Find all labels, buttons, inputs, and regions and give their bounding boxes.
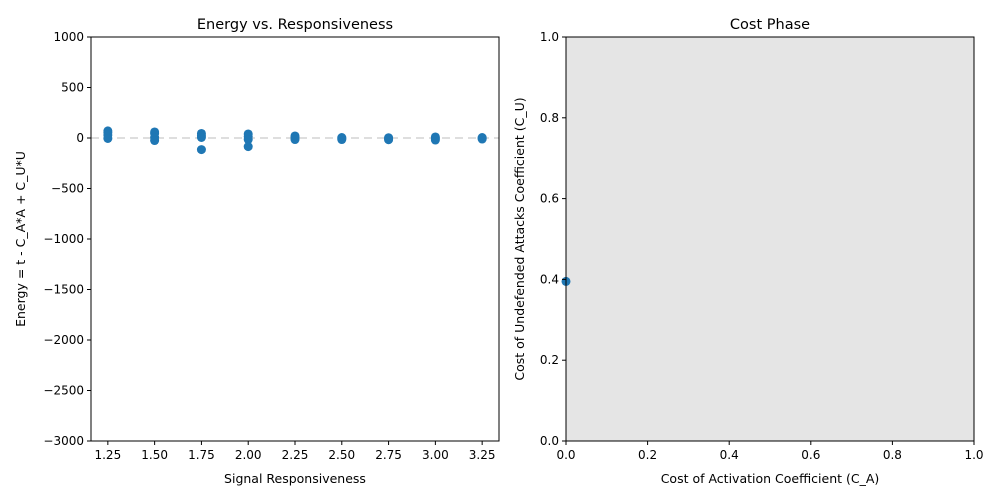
x-tick-label: 0.8 xyxy=(883,448,902,462)
y-tick-label: 0.6 xyxy=(540,192,559,206)
x-tick-label: 0.6 xyxy=(801,448,820,462)
data-point xyxy=(196,132,206,142)
y-tick-label: −2000 xyxy=(43,333,84,347)
data-point xyxy=(196,145,206,155)
y-tick-label: 0.2 xyxy=(540,353,559,367)
x-tick-label: 1.0 xyxy=(964,448,983,462)
x-tick-label: 0.0 xyxy=(556,448,575,462)
data-point xyxy=(290,135,300,145)
y-tick-label: −3000 xyxy=(43,434,84,448)
y-axis-label: Cost of Undefended Attacks Coefficient (… xyxy=(512,97,527,380)
chart-title: Cost Phase xyxy=(730,17,810,33)
data-point xyxy=(337,135,347,145)
x-tick-label: 2.50 xyxy=(328,448,355,462)
y-axis-label: Energy = t - C_A*A + C_U*U xyxy=(13,151,28,327)
data-point xyxy=(430,135,440,145)
axes-frame xyxy=(565,36,975,442)
data-point xyxy=(477,134,487,144)
x-tick-label: 0.4 xyxy=(720,448,739,462)
data-point xyxy=(243,135,253,145)
x-tick-label: 2.00 xyxy=(235,448,262,462)
x-axis-label: Cost of Activation Coefficient (C_A) xyxy=(661,471,880,486)
y-tick-label: 0.4 xyxy=(540,272,559,286)
plot-area: 0.0 0.2 0.4 0.6 0.8 1.0 0.0 0.2 0.4 0.6 0.8 1.0 xyxy=(540,30,984,462)
x-tick-label: 0.2 xyxy=(638,448,657,462)
y-tick-label: 1.0 xyxy=(540,30,559,44)
x-axis-label: Signal Responsiveness xyxy=(224,471,366,486)
y-tick-label: −1000 xyxy=(43,232,84,246)
y-tick-label: 0.0 xyxy=(540,434,559,448)
x-tick-label: 2.75 xyxy=(375,448,402,462)
x-tick-label: 1.50 xyxy=(141,448,168,462)
y-tick-label: 500 xyxy=(61,81,84,95)
y-tick-label: 1000 xyxy=(53,30,84,44)
y-tick-label: 0.8 xyxy=(540,111,559,125)
energy-chart: Energy vs. Responsiveness 1.25 1.50 1.75 2.… xyxy=(13,17,500,486)
x-tick-label: 3.00 xyxy=(422,448,449,462)
y-tick-label: 0 xyxy=(76,131,84,145)
data-point xyxy=(103,134,113,144)
phase-region xyxy=(566,37,974,441)
y-tick-label: −2500 xyxy=(43,384,84,398)
chart-title: Energy vs. Responsiveness xyxy=(197,17,393,33)
y-tick-label: −500 xyxy=(51,182,84,196)
plot-area: 1.25 1.50 1.75 2.00 2.25 2.50 2.75 3.00 3.25 1000… xyxy=(43,30,500,462)
x-tick-label: 1.25 xyxy=(94,448,121,462)
x-tick-label: 3.25 xyxy=(469,448,496,462)
data-point xyxy=(150,136,160,146)
x-tick-label: 2.25 xyxy=(282,448,309,462)
y-tick-label: −1500 xyxy=(43,283,84,297)
x-tick-label: 1.75 xyxy=(188,448,215,462)
cost-phase-chart: Cost Phase 0.0 0.2 0.4 0.6 0.8 1.00.00.20.40.… xyxy=(512,17,984,486)
data-point xyxy=(243,142,253,152)
data-point xyxy=(384,135,394,145)
